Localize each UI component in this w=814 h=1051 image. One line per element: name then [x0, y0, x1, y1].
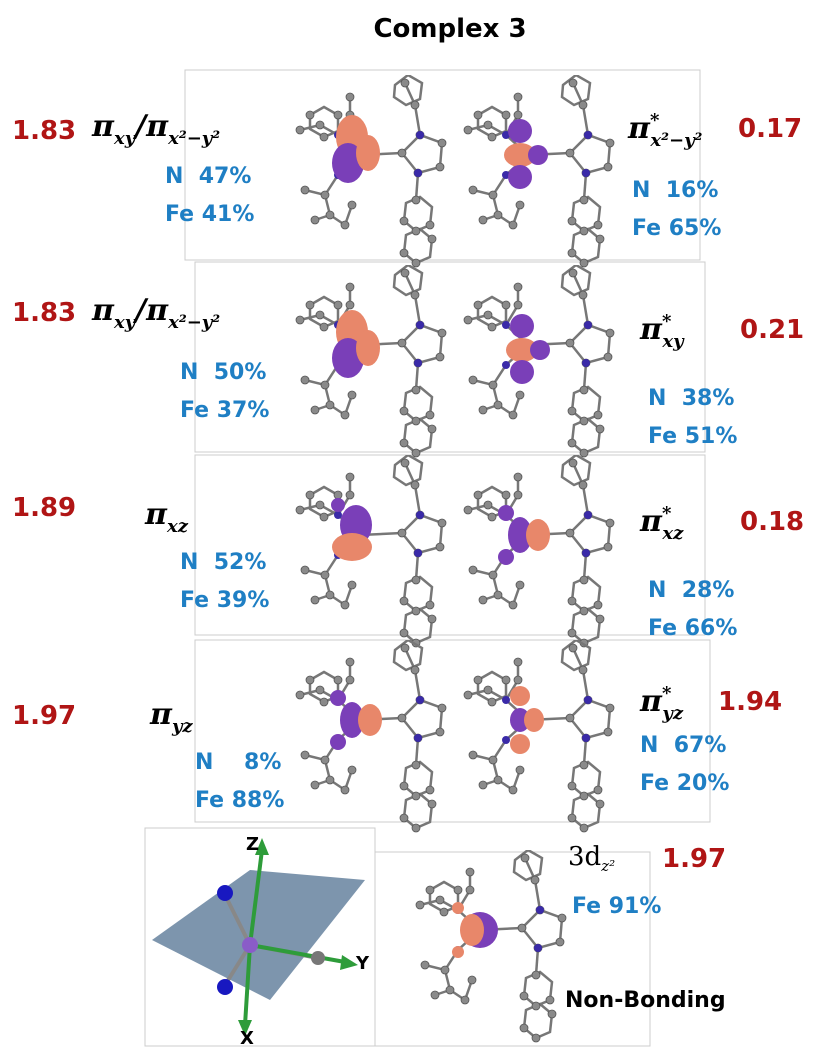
shape [464, 75, 614, 267]
occupancy: 0.21 [740, 317, 804, 343]
label-sub: x²−y² [168, 128, 220, 149]
shape [296, 75, 446, 267]
label-base: /π [135, 109, 168, 144]
label-base: /π [135, 293, 168, 328]
occupancy: 1.83 [12, 300, 76, 326]
occupancy: 0.18 [740, 509, 804, 535]
shape [498, 505, 550, 565]
label-sup: * [650, 110, 659, 131]
label-sub: x²−y² [650, 130, 702, 151]
composition: N 8% [195, 752, 281, 774]
shape [195, 262, 705, 452]
label-sub: xz [662, 523, 683, 544]
composition: Fe 51% [648, 426, 737, 448]
label-sub: yz [662, 703, 683, 724]
label-base: π [640, 504, 662, 539]
shape [332, 310, 380, 378]
orbital-label: π*xz [640, 505, 683, 543]
orbital-label: π*yz [640, 685, 683, 723]
shape [510, 686, 544, 754]
label-sub: xz [167, 516, 188, 537]
occupancy: 1.94 [718, 689, 782, 715]
label-sub: x²−y² [168, 312, 220, 333]
shape [452, 902, 498, 958]
title: Complex 3 [0, 16, 814, 42]
composition: N 52% [180, 552, 266, 574]
shape [506, 314, 550, 384]
composition: Fe 66% [648, 618, 737, 640]
label-sup: * [662, 503, 671, 524]
composition: N 50% [180, 362, 266, 384]
figure: {"title": "Complex 3", "rows": [ {"left"… [0, 0, 814, 1051]
composition: Fe 39% [180, 590, 269, 612]
page: Complex 3 html, body { margin: 0; paddin… [0, 0, 814, 1051]
label-base: π [628, 111, 650, 146]
occupancy: 1.83 [12, 118, 76, 144]
shape [504, 119, 548, 189]
shape [242, 937, 258, 953]
label-base: π [92, 109, 114, 144]
label-base: π [640, 312, 662, 347]
shape [195, 455, 705, 635]
composition: Fe 91% [572, 896, 661, 918]
orbital-label: πxy/πx²−y² [92, 112, 220, 148]
shape [464, 640, 614, 832]
label-base: π [640, 684, 662, 719]
composition: N 16% [632, 180, 718, 202]
shape [464, 455, 614, 647]
orbital-label: πyz [150, 700, 193, 736]
orbital-label: π*x²−y² [628, 112, 702, 150]
shape [311, 951, 325, 965]
occupancy: 1.89 [12, 495, 76, 521]
shape [375, 852, 650, 1046]
composition: Fe 37% [180, 400, 269, 422]
label-sub: xy [114, 312, 135, 333]
label-sub: yz [172, 716, 193, 737]
occupancy: 0.17 [738, 116, 802, 142]
label-sub: xy [662, 331, 683, 352]
shape [331, 498, 372, 561]
composition: N 67% [640, 735, 726, 757]
axis-label: Y [356, 955, 369, 973]
label-base: π [150, 697, 172, 732]
composition: N 47% [165, 166, 251, 188]
axis-diagram [152, 838, 365, 1036]
shape [296, 640, 446, 832]
composition: N 38% [648, 388, 734, 410]
note: Non-Bonding [565, 990, 726, 1012]
composition: Fe 88% [195, 790, 284, 812]
shape [416, 850, 566, 1042]
composition: Fe 20% [640, 773, 729, 795]
orbital-label: π*xy [640, 313, 684, 351]
composition: Fe 41% [165, 204, 254, 226]
shape [330, 690, 382, 750]
orbital-label: πxz [145, 500, 188, 536]
axis-label: X [240, 1030, 254, 1048]
composition: N 28% [648, 580, 734, 602]
label-sub: xy [114, 128, 135, 149]
axis-label: Z [246, 836, 259, 854]
illustration [0, 0, 814, 1051]
composition: Fe 65% [632, 218, 721, 240]
shape [332, 115, 380, 183]
orbital-label: 3dz² [568, 844, 615, 874]
label-base: π [145, 497, 167, 532]
label-base: π [92, 293, 114, 328]
label-sup: * [662, 311, 671, 332]
shape [217, 979, 233, 995]
occupancy: 1.97 [662, 846, 726, 872]
shape [217, 885, 233, 901]
orbital-label: πxy/πx²−y² [92, 296, 220, 332]
shape [464, 265, 614, 457]
label-sup: * [662, 683, 671, 704]
occupancy: 1.97 [12, 703, 76, 729]
